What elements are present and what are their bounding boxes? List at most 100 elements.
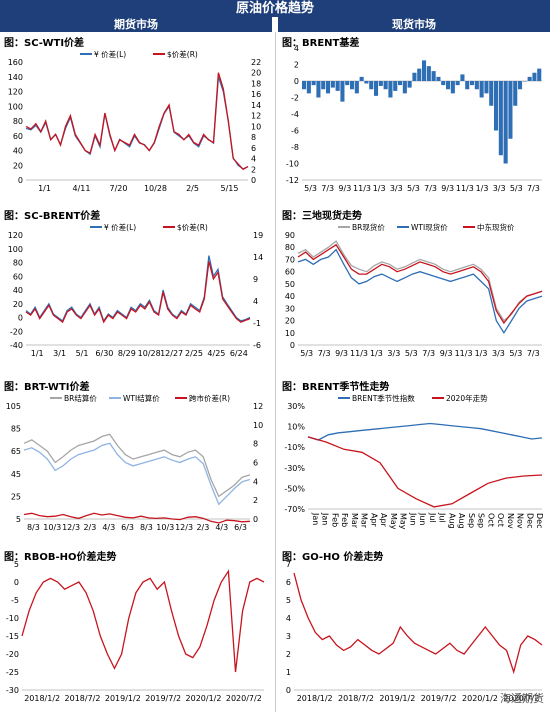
bar — [402, 81, 407, 94]
x-tick-label: 9/3 — [338, 184, 351, 193]
y-tick-label: -15 — [6, 632, 19, 641]
legend-label: BRENT季节性指数 — [352, 393, 415, 403]
series-line — [297, 248, 543, 335]
y-tick-label: -4 — [291, 110, 299, 119]
panel-sc-brent: 图：SC-BRENT价差 120 100 80 60 40 20 0 -20 -40 19 14 9 4 -… — [0, 207, 272, 367]
y-tick-label: 40 — [13, 286, 23, 295]
bar — [422, 60, 427, 81]
x-tick-label: 8/29 — [118, 349, 136, 358]
y2-tick-label: 22 — [251, 58, 261, 67]
y-tick-label: -5 — [11, 596, 19, 605]
panel-title: 图：RBOB-HO价差走势 — [4, 552, 117, 563]
x-tick-label: 6/3 — [121, 523, 134, 532]
x-tick-label: 4/3 — [102, 523, 115, 532]
x-tick-label: 2019/7/2 — [145, 694, 181, 703]
y-tick-label: 5 — [16, 515, 21, 524]
bar — [378, 81, 383, 86]
bar — [436, 76, 441, 81]
x-tick-label: 10/28 — [138, 349, 161, 358]
x-tick-label: 2020/1/2 — [462, 694, 498, 703]
x-tick-label: Mar — [360, 513, 369, 529]
bar — [350, 81, 355, 90]
x-tick-label: 7/20 — [110, 184, 128, 193]
bar — [470, 81, 475, 86]
legend-label: WTI结算价 — [123, 393, 160, 403]
bar — [503, 81, 508, 164]
y-tick-label: 7 — [286, 560, 291, 569]
y-tick-label: 20 — [13, 300, 23, 309]
bar — [527, 76, 532, 81]
y2-tick-label: 8 — [253, 440, 258, 449]
x-tick-label: 1/3 — [373, 184, 386, 193]
y-tick-label: 70 — [285, 255, 295, 264]
bar — [302, 81, 307, 90]
x-tick-label: 5/15 — [221, 184, 239, 193]
series-line — [25, 261, 251, 324]
chart-svg: 120 100 80 60 40 20 0 -20 -40 19 14 9 4 -1 -6 1/1 3/1 5/1… — [8, 222, 263, 358]
series-line — [25, 255, 251, 323]
y2-tick-label: 12 — [253, 402, 263, 411]
x-tick-label: 12/3 — [62, 523, 80, 532]
bar — [306, 81, 311, 94]
bar — [412, 72, 417, 81]
x-tick-label: Nov — [506, 513, 515, 529]
panel-brent-seasonal: 图：BRENT季节性走势 30% 10% -10% -30% -50% -70% Jan Jan… — [278, 378, 550, 543]
y-tick-label: -25 — [6, 668, 19, 677]
chart-svg: 30%10%-10%-30%-50%-70%Jan Jan Feb Feb Mar Mar… — [284, 393, 544, 530]
y-tick-label: 6 — [286, 578, 291, 587]
y-tick-label: 160 — [8, 58, 23, 67]
y-tick-label: 100 — [8, 245, 23, 254]
y2-tick-label: 14 — [253, 253, 263, 262]
x-tick-label: Jun — [418, 512, 427, 526]
x-tick-label: 5/3 — [300, 349, 313, 358]
y2-tick-label: 18 — [251, 79, 261, 88]
x-tick-label: 7/3 — [527, 184, 540, 193]
y-tick-label: -40 — [10, 341, 23, 350]
y2-tick-label: -6 — [253, 341, 261, 350]
y-tick-label: 2 — [294, 61, 299, 70]
x-tick-label: 6/3 — [234, 523, 247, 532]
series-line — [307, 436, 543, 508]
y-tick-label: 80 — [13, 259, 23, 268]
x-tick-label: 6/24 — [230, 349, 248, 358]
x-tick-label: May — [389, 513, 398, 530]
series-line — [23, 433, 251, 498]
x-tick-label: Nov — [516, 513, 525, 529]
y-tick-label: 90 — [285, 231, 295, 240]
y-tick-label: 60 — [285, 268, 295, 277]
legend-label: ¥ 价差(L) — [94, 49, 126, 59]
x-tick-label: 6/30 — [95, 349, 113, 358]
y2-tick-label: 20 — [251, 69, 261, 78]
y-tick-label: 40 — [285, 292, 295, 301]
x-tick-label: 5/3 — [405, 349, 418, 358]
x-tick-label: Dec — [535, 513, 544, 528]
x-tick-label: 5/3 — [509, 349, 522, 358]
x-tick-label: 1/1 — [38, 184, 51, 193]
bar — [340, 81, 345, 102]
y2-tick-label: 4 — [253, 297, 258, 306]
panel-sc-wti: 图：SC-WTI价差 160 140 120 100 80 60 40 20 0 22 20 18 16 1… — [0, 34, 272, 202]
x-tick-label: 3/3 — [387, 349, 400, 358]
y-tick-label: 0 — [18, 314, 23, 323]
x-tick-label: 2019/1/2 — [379, 694, 415, 703]
x-tick-label: 2/3 — [196, 523, 209, 532]
section-futures-label: 期货市场 — [114, 18, 158, 31]
bar — [460, 74, 465, 81]
series-line — [25, 72, 249, 171]
section-futures: 期货市场 — [0, 17, 272, 32]
chart-svg: 5 0 -5 -10 -15 -20 -25 -30 2018/1/2 2018/7/2 2019/… — [6, 560, 265, 703]
y-tick-label: -10% — [284, 443, 305, 452]
x-tick-label: 5/3 — [304, 184, 317, 193]
y-tick-label: 2 — [286, 650, 291, 659]
y-tick-label: 80 — [285, 243, 295, 252]
series-line — [23, 442, 251, 506]
x-tick-label: 8/3 — [140, 523, 153, 532]
x-tick-label: 11/3 — [350, 349, 368, 358]
bar — [431, 71, 436, 81]
y-tick-label: 105 — [6, 402, 21, 411]
bar — [383, 81, 388, 90]
panel-title: 图：SC-WTI价差 — [4, 38, 85, 49]
bar — [508, 81, 513, 139]
y2-tick-label: 2 — [253, 496, 258, 505]
y2-tick-label: 4 — [253, 477, 258, 486]
